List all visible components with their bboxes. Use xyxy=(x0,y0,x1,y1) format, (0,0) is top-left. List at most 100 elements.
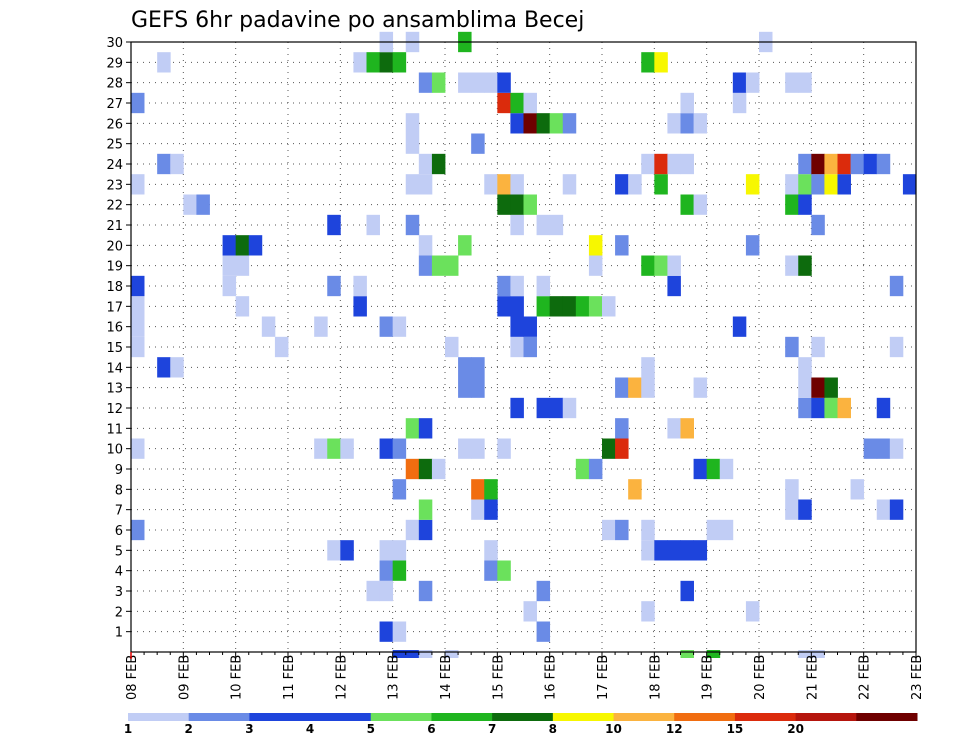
heatmap-cell xyxy=(602,438,616,459)
heatmap-cell xyxy=(405,133,420,154)
legend-label: 7 xyxy=(488,722,496,736)
heatmap-cell xyxy=(798,650,812,658)
heatmap-cell xyxy=(785,72,799,93)
heatmap-cell xyxy=(510,214,524,236)
heatmap-cell xyxy=(680,580,694,602)
heatmap-cell xyxy=(588,296,603,317)
heatmap-cell xyxy=(811,336,825,358)
heatmap-cell xyxy=(471,133,485,154)
heatmap-cell xyxy=(719,519,734,541)
heatmap-cell xyxy=(340,438,354,459)
heatmap-cell xyxy=(588,235,603,256)
y-tick-label: 16 xyxy=(106,321,123,336)
y-tick-label: 29 xyxy=(106,56,123,71)
heatmap-cell xyxy=(458,438,472,459)
heatmap-cell xyxy=(235,255,250,276)
heatmap-cell xyxy=(418,458,433,480)
heatmap-cell xyxy=(680,153,694,175)
heatmap-cell xyxy=(248,235,263,256)
heatmap-cell xyxy=(628,479,642,500)
heatmap-cell xyxy=(418,153,433,175)
heatmap-cell xyxy=(628,174,642,195)
heatmap-cell xyxy=(641,153,655,175)
heatmap-cell xyxy=(719,458,734,480)
heatmap-cell xyxy=(418,519,433,541)
legend-label: 8 xyxy=(549,722,557,736)
heatmap-cell xyxy=(392,316,407,337)
heatmap-cell xyxy=(497,174,511,195)
heatmap-cell xyxy=(366,52,380,73)
heatmap-cell xyxy=(536,621,551,642)
y-tick-label: 26 xyxy=(106,117,123,132)
y-tick-label: 5 xyxy=(115,544,123,559)
y-tick-label: 19 xyxy=(106,260,123,275)
x-axis: 08 FEB 09 FEB 10 FEB 11 FEB 12 FEB 13 FEB 14 F… xyxy=(125,652,925,700)
heatmap-cell xyxy=(863,153,878,175)
heatmap-cell xyxy=(798,194,812,215)
y-tick-label: 24 xyxy=(106,158,123,173)
heatmap-cell xyxy=(379,560,394,581)
y-tick-label: 6 xyxy=(115,524,123,539)
legend-label: 4 xyxy=(306,722,314,736)
y-tick-label: 23 xyxy=(106,178,123,193)
y-tick-label: 30 xyxy=(106,36,123,51)
heatmap-cell xyxy=(798,72,812,93)
heatmap-cell xyxy=(654,174,668,195)
heatmap-cell xyxy=(523,601,537,622)
heatmap-cell xyxy=(510,113,524,134)
heatmap-cell xyxy=(131,275,145,297)
heatmap-cell xyxy=(798,357,812,378)
heatmap-cell xyxy=(510,296,524,317)
heatmap-cell xyxy=(458,357,472,378)
heatmap-cell xyxy=(131,296,145,317)
heatmap-cell xyxy=(157,153,171,175)
heatmap-cell xyxy=(327,214,341,236)
heatmap-cell xyxy=(575,296,590,317)
x-tick-label: 21 FEB xyxy=(805,655,820,700)
heatmap-cell xyxy=(615,438,629,459)
heatmap-cell xyxy=(353,52,367,73)
heatmap-cell xyxy=(693,377,708,398)
heatmap-cell xyxy=(889,275,904,297)
heatmap-cell xyxy=(549,214,564,236)
heatmap-cell xyxy=(732,92,747,114)
legend-label: 6 xyxy=(427,722,435,736)
heatmap-cell xyxy=(523,316,537,337)
heatmap-cell xyxy=(392,560,407,581)
heatmap-cell xyxy=(157,52,171,73)
heatmap-cell xyxy=(392,621,407,642)
heatmap-cell xyxy=(680,113,694,134)
heatmap-cell xyxy=(588,255,603,276)
heatmap-cell xyxy=(745,235,760,256)
y-tick-label: 11 xyxy=(106,422,123,437)
heatmap-cell xyxy=(353,275,367,297)
heatmap-cell xyxy=(850,153,865,175)
heatmap-cell xyxy=(497,296,511,317)
heatmap-cell xyxy=(706,458,721,480)
heatmap-cell xyxy=(811,397,825,419)
heatmap-cell xyxy=(261,316,276,337)
heatmap-cell xyxy=(732,316,747,337)
heatmap-cell xyxy=(798,153,812,175)
heatmap-cell xyxy=(222,275,237,297)
x-tick-label: 20 FEB xyxy=(753,655,768,700)
heatmap-cell xyxy=(628,377,642,398)
y-tick-label: 27 xyxy=(106,97,123,112)
heatmap-cell xyxy=(889,438,904,459)
y-tick-label: 7 xyxy=(115,504,123,519)
heatmap-cell xyxy=(602,519,616,541)
heatmap-cell xyxy=(641,540,655,561)
heatmap-cell xyxy=(523,113,537,134)
y-tick-label: 18 xyxy=(106,280,123,295)
heatmap-cell xyxy=(510,92,524,114)
heatmap-cell xyxy=(405,519,420,541)
heatmap-cell xyxy=(889,336,904,358)
heatmap-cell xyxy=(837,174,851,195)
heatmap-cell xyxy=(876,438,891,459)
heatmap-cell xyxy=(379,316,394,337)
heatmap-cell xyxy=(497,560,511,581)
heatmap-cell xyxy=(876,499,891,520)
heatmap-cell xyxy=(523,194,537,215)
heatmap-cell xyxy=(785,194,799,215)
y-tick-label: 13 xyxy=(106,382,123,397)
